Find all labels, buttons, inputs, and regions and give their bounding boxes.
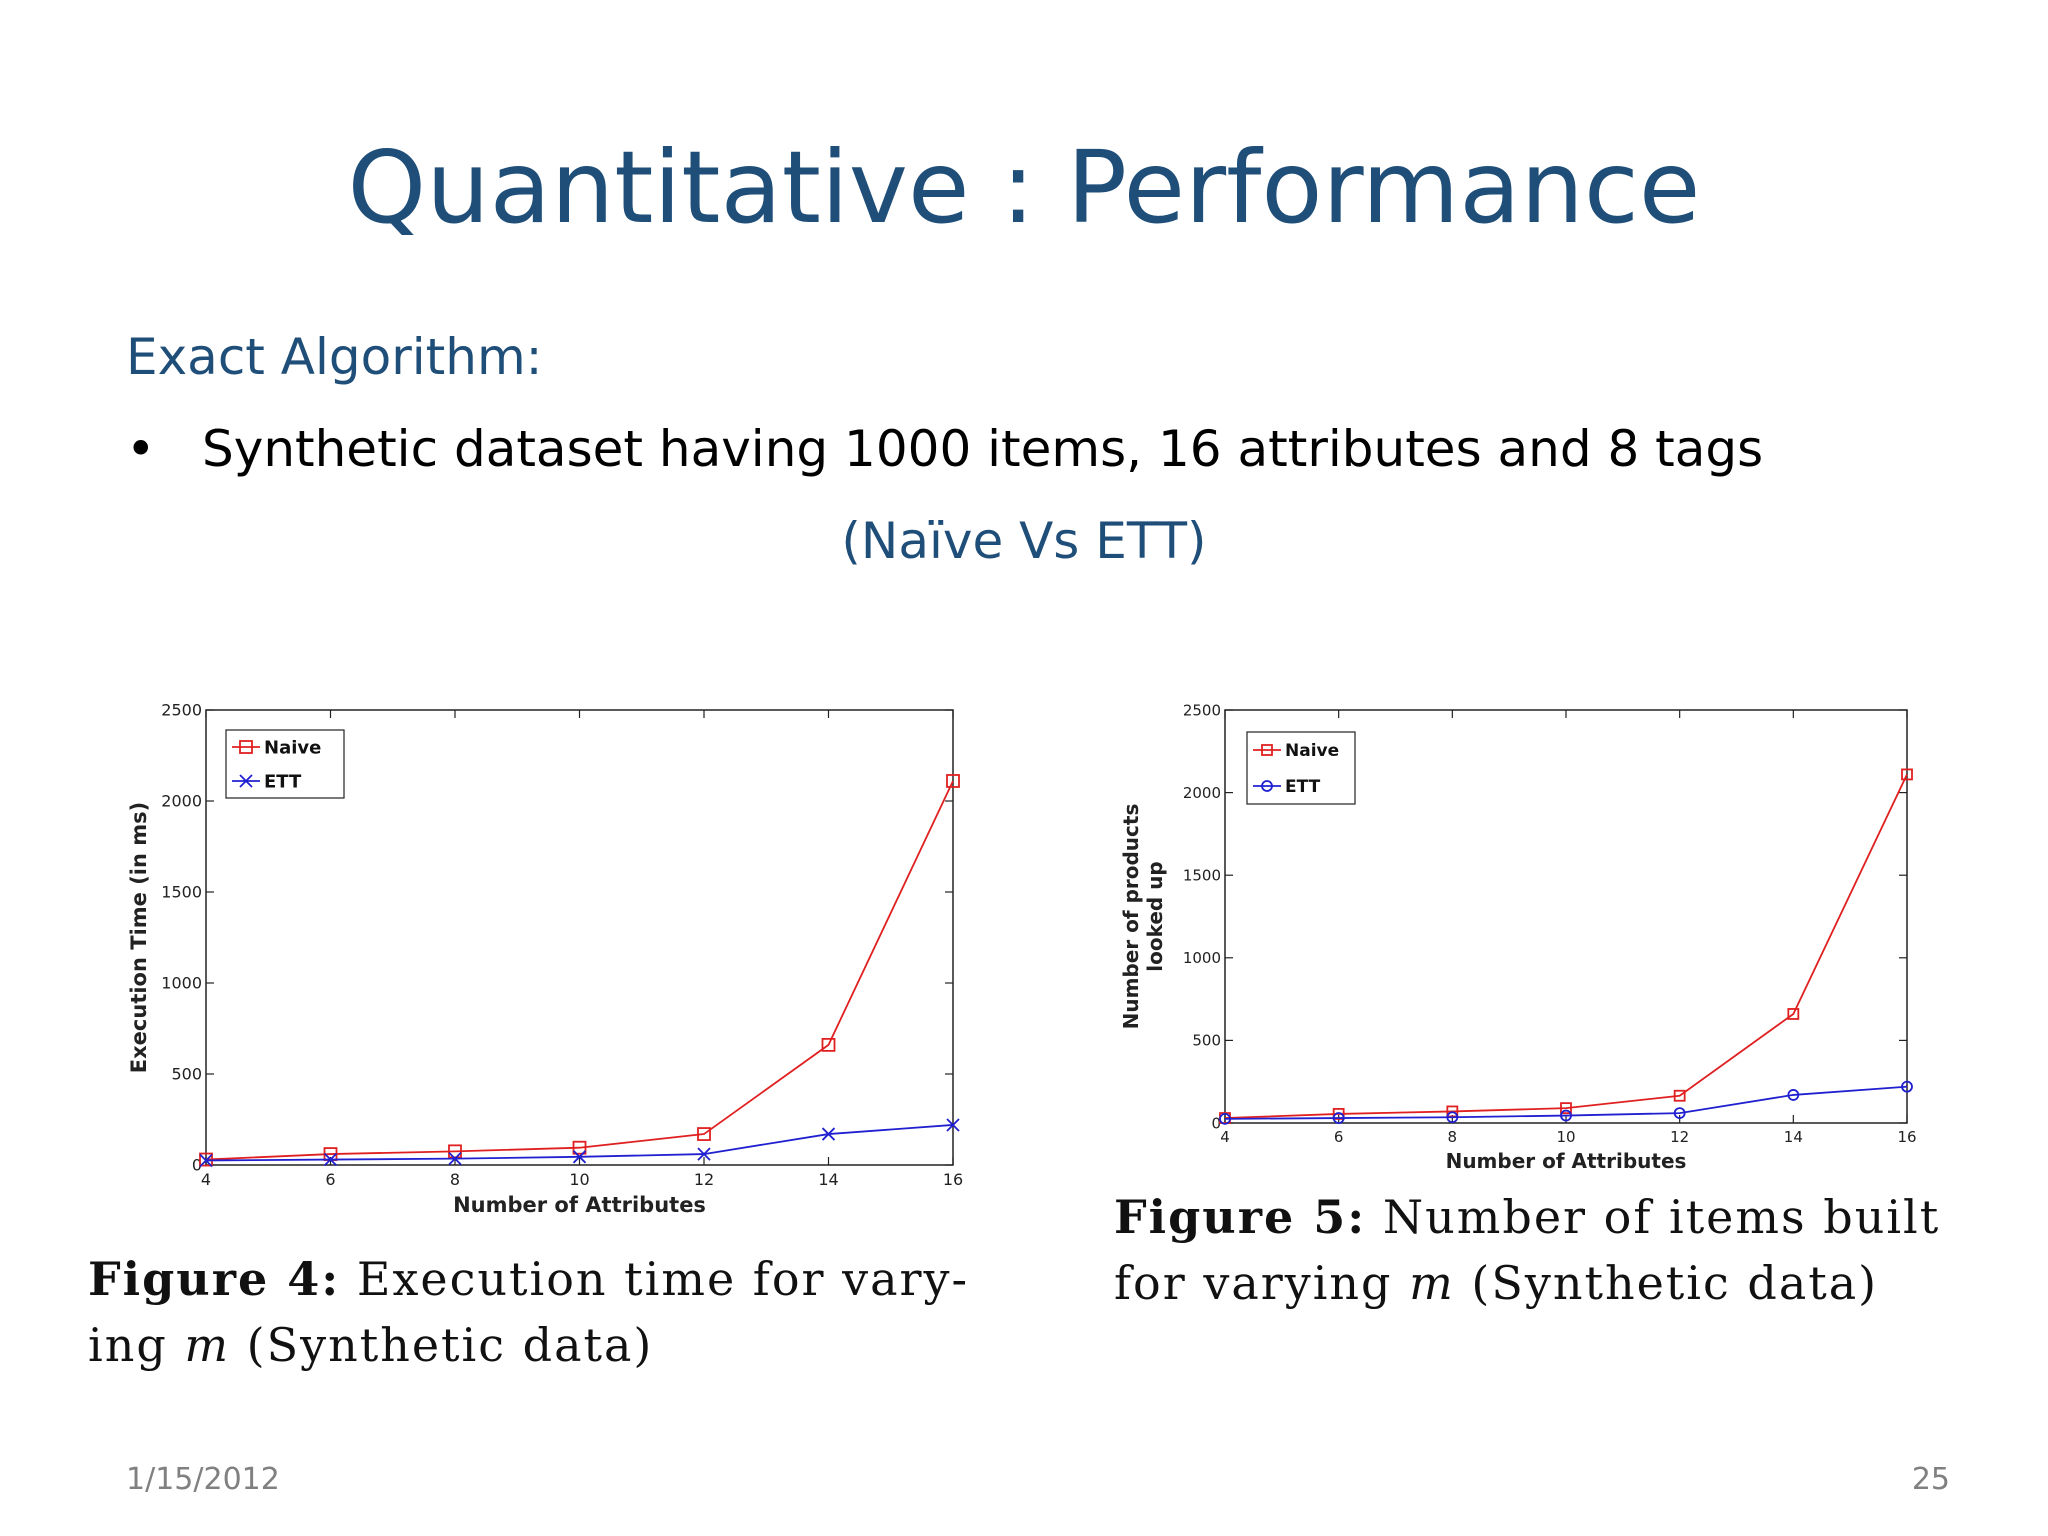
figure-4-var: m (184, 1318, 231, 1372)
x-tick-label: 12 (694, 1170, 714, 1189)
y-tick-label: 1000 (1183, 949, 1221, 967)
x-tick-label: 6 (325, 1170, 335, 1189)
series-ett-point (1332, 1112, 1345, 1124)
series-naive-point (572, 1140, 587, 1155)
y-axis-label-line1: Number of products (1119, 804, 1143, 1030)
series-ett-point (1219, 1112, 1231, 1125)
y-tick-label: 2500 (161, 701, 202, 720)
legend-ett-label: ETT (1285, 777, 1321, 797)
y-tick-label: 500 (171, 1065, 202, 1084)
comparison-note: (Naïve Vs ETT) (841, 512, 1207, 570)
series-naive-point (1560, 1102, 1572, 1115)
y-axis-label: Execution Time (in ms) (127, 802, 151, 1073)
series-naive-point (1673, 1089, 1686, 1102)
series-naive-point (1787, 1008, 1800, 1020)
figure-4-text-c: (Synthetic data) (230, 1318, 654, 1372)
bullet-text: Synthetic dataset having 1000 items, 16 … (202, 420, 1764, 478)
figure-4-label: Figure 4: (88, 1252, 341, 1306)
series-naive-line (205, 780, 954, 1161)
y-tick-label: 0 (1211, 1114, 1221, 1132)
figure-5-label: Figure 5: (1114, 1190, 1367, 1244)
figure-5-text-b: for varying (1114, 1256, 1410, 1310)
chart-execution-time: 4 6 8 10 12 14 16 0 500 1000 1500 2000 2500 Number of… (127, 701, 963, 1217)
series-naive-point (697, 1127, 711, 1141)
series-ett-point (199, 1153, 213, 1168)
slide-date: 1/15/2012 (126, 1462, 280, 1497)
y-tick-label: 500 (1192, 1032, 1221, 1050)
x-tick-label: 10 (1556, 1128, 1575, 1146)
legend-naive-label: Naive (264, 737, 321, 758)
legend-ett-label: ETT (264, 771, 302, 792)
series-naive-point (448, 1144, 462, 1159)
y-tick-label: 2500 (1183, 701, 1221, 719)
chart-products-looked-up: 4 6 8 10 12 14 16 0 500 1000 1500 2000 2500 Number of… (1119, 701, 1917, 1173)
x-tick-label: 4 (1220, 1128, 1230, 1146)
y-tick-label: 1000 (161, 974, 202, 993)
figure-4-text-b: ing (88, 1318, 185, 1372)
x-tick-label: 8 (1448, 1128, 1458, 1146)
y-axis-label-line2: looked up (1143, 861, 1167, 972)
x-tick-label: 14 (1784, 1128, 1803, 1146)
series-ett-point (323, 1152, 338, 1167)
figure-5-caption: Figure 5: Number of items built for vary… (1114, 1184, 2014, 1316)
x-tick-label: 10 (569, 1170, 589, 1189)
series-naive-point (821, 1037, 836, 1052)
figure-5-text-c: (Synthetic data) (1454, 1256, 1879, 1310)
x-tick-label: 4 (201, 1170, 211, 1189)
series-ett-point (1446, 1111, 1459, 1124)
series-naive-point (946, 774, 960, 788)
y-tick-label: 2000 (161, 792, 202, 811)
figure-4-text-a: Execution time for vary- (340, 1252, 970, 1306)
series-ett-point (1673, 1107, 1686, 1119)
bullet-item: • Synthetic dataset having 1000 items, 16… (126, 420, 1763, 478)
series-ett-point (448, 1151, 462, 1166)
x-tick-label: 16 (943, 1170, 963, 1189)
x-tick-label: 6 (1334, 1128, 1344, 1146)
y-tick-label: 1500 (1183, 866, 1221, 884)
slide-subheading: Exact Algorithm: (126, 328, 543, 386)
y-tick-label: 0 (192, 1156, 202, 1175)
x-tick-label: 16 (1897, 1128, 1916, 1146)
x-axis-label: Number of Attributes (453, 1193, 706, 1217)
series-ett-point (572, 1150, 587, 1164)
series-ett-point (946, 1118, 960, 1132)
legend-naive-label: Naive (1285, 741, 1339, 761)
y-tick-label: 1500 (161, 883, 202, 902)
series-ett-point (1901, 1080, 1913, 1093)
y-tick-label: 2000 (1183, 784, 1221, 802)
slide-number: 25 (1911, 1462, 1950, 1497)
slide-title: Quantitative : Performance (347, 129, 1701, 246)
x-tick-label: 14 (818, 1170, 838, 1189)
series-ett-point (697, 1147, 711, 1161)
series-naive-point (1901, 768, 1913, 781)
series-ett-line (1224, 1085, 1908, 1120)
series-ett-point (1787, 1089, 1800, 1101)
legend-naive-point (1261, 744, 1273, 756)
bullet-dot: • (126, 420, 156, 478)
legend-naive-point (239, 740, 253, 754)
legend-ett-point (1261, 780, 1273, 792)
legend-ett-point (239, 774, 253, 788)
legend-box (1246, 731, 1356, 805)
figure-5-text-a: Number of items built (1366, 1190, 1941, 1244)
series-ett-point (1560, 1109, 1572, 1122)
series-ett-point (821, 1127, 836, 1141)
figure-4-caption: Figure 4: Execution time for vary- ing m… (88, 1246, 1068, 1378)
figure-5-var: m (1409, 1256, 1455, 1310)
x-tick-label: 8 (450, 1170, 460, 1189)
x-tick-label: 12 (1670, 1128, 1689, 1146)
x-axis-label: Number of Attributes (1446, 1149, 1687, 1173)
